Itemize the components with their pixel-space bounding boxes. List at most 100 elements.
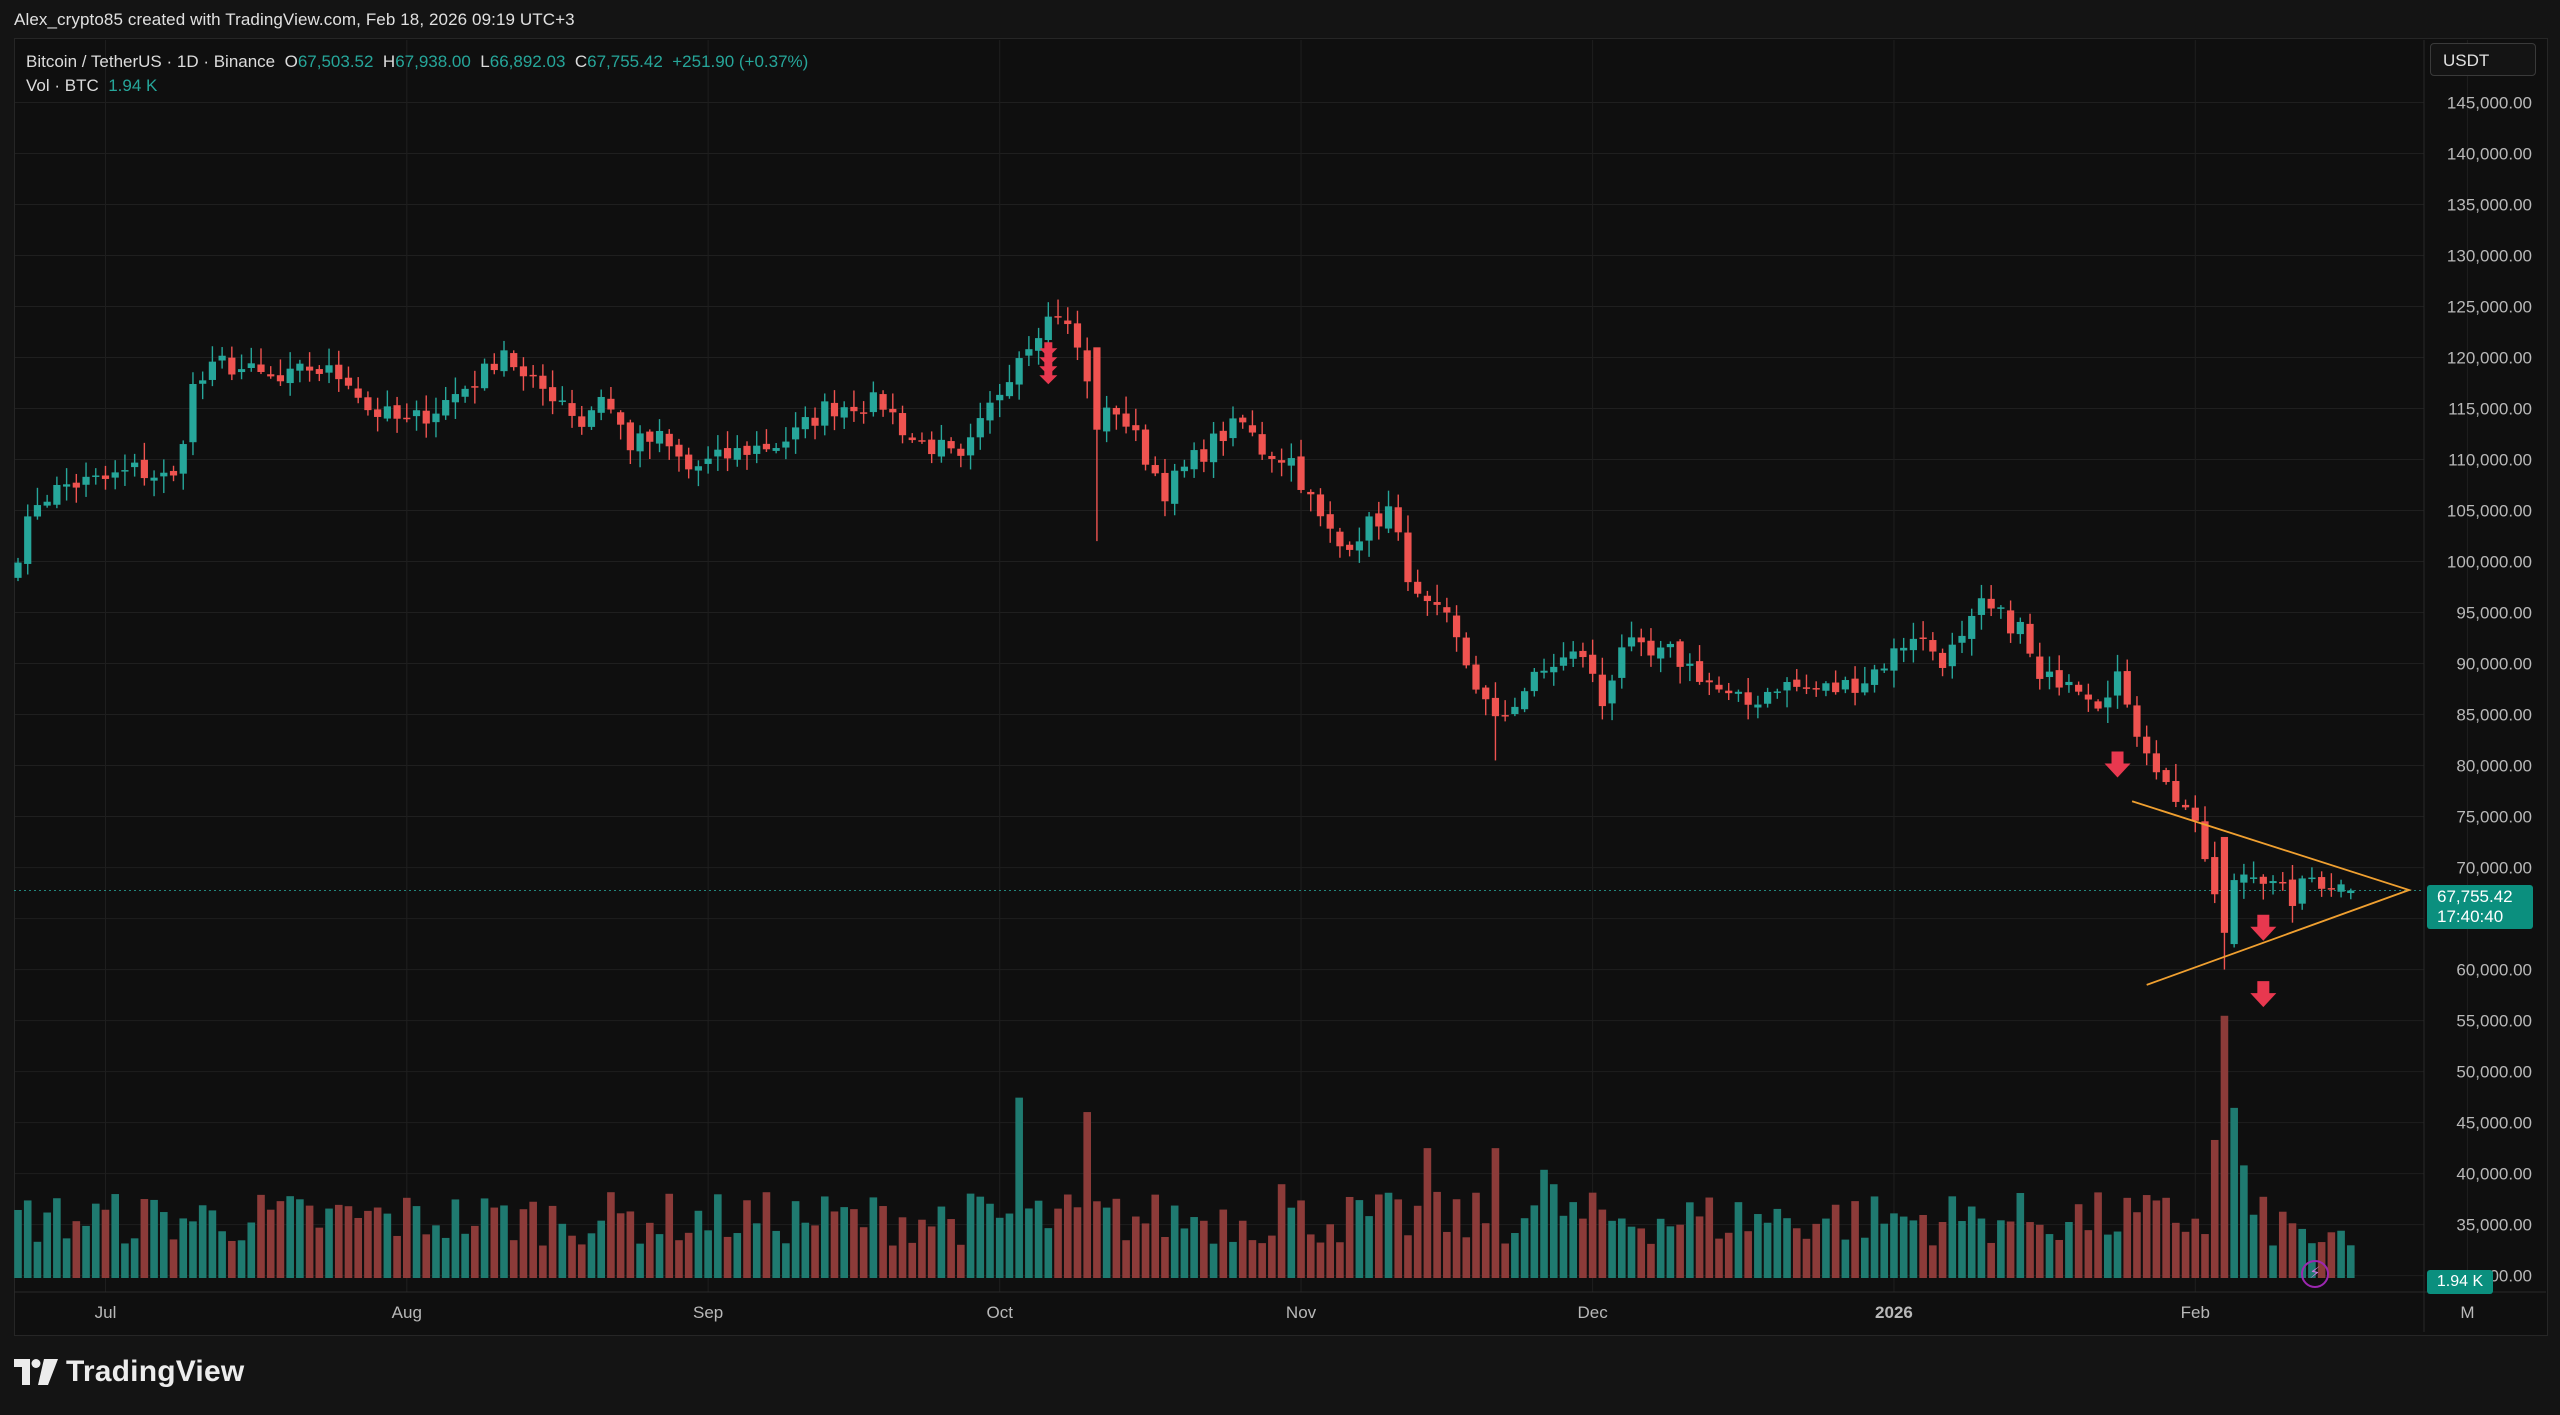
volume-bar xyxy=(1044,1228,1053,1278)
volume-bar xyxy=(1268,1235,1276,1278)
volume-bar xyxy=(1656,1218,1665,1278)
candle-body xyxy=(2075,684,2083,692)
candle-body xyxy=(140,459,148,479)
y-tick-label: 40,000.00 xyxy=(2456,1165,2532,1184)
volume-bar xyxy=(1520,1218,1529,1278)
candle-body xyxy=(2230,880,2238,945)
volume-bar xyxy=(101,1209,110,1278)
symbol-title[interactable]: Bitcoin / TetherUS · 1D · Binance xyxy=(26,52,276,71)
down-arrow-icon xyxy=(2250,981,2277,1008)
volume-bar xyxy=(286,1196,294,1278)
volume-bar xyxy=(675,1240,683,1278)
volume-bar xyxy=(2162,1197,2170,1278)
volume-bar xyxy=(694,1210,703,1278)
candle-body xyxy=(1083,350,1091,382)
volume-bar xyxy=(1744,1231,1752,1278)
volume-bar xyxy=(577,1244,586,1278)
candle-body xyxy=(306,366,314,371)
tradingview-logo[interactable]: TradingView xyxy=(14,1355,244,1389)
candle-body xyxy=(947,441,955,449)
tradingview-logo-text: TradingView xyxy=(66,1355,245,1388)
volume-bar xyxy=(2084,1230,2093,1278)
candle-body xyxy=(539,375,547,389)
candle-body xyxy=(889,408,897,413)
currency-selector[interactable]: USDT xyxy=(2430,43,2536,76)
candle-body xyxy=(422,410,430,424)
volume-bar xyxy=(2074,1204,2083,1278)
volume-bar xyxy=(1695,1216,1704,1278)
candle-body xyxy=(1414,581,1422,594)
volume-bar xyxy=(1384,1192,1393,1278)
volume-bar xyxy=(1569,1202,1577,1278)
volume-bar xyxy=(2026,1222,2034,1278)
volume-bar xyxy=(1306,1234,1315,1278)
volume-bar xyxy=(1258,1243,1266,1278)
candle-body xyxy=(1171,470,1179,504)
volume-bar xyxy=(791,1201,800,1278)
volume-bar xyxy=(752,1223,761,1278)
volume-bar xyxy=(2259,1196,2268,1278)
lightning-icon[interactable]: ⚡ xyxy=(2301,1260,2329,1288)
volume-bar xyxy=(733,1233,742,1278)
volume-bar xyxy=(1899,1216,1908,1278)
volume-bar xyxy=(1608,1220,1616,1278)
candle-body xyxy=(1355,541,1363,551)
volume-bar xyxy=(1491,1148,1500,1278)
candle-body xyxy=(364,397,372,411)
volume-bar xyxy=(1686,1202,1694,1278)
candle-body xyxy=(821,401,829,426)
candle-body xyxy=(1676,641,1684,667)
candle-body xyxy=(626,422,634,451)
volume-bar xyxy=(1987,1242,1995,1278)
candle-body xyxy=(655,430,664,444)
candle-body xyxy=(1734,691,1743,694)
y-tick-label: 110,000.00 xyxy=(2448,451,2532,470)
volume-bar xyxy=(1637,1228,1646,1278)
volume-bar xyxy=(1297,1200,1305,1278)
volume-bar xyxy=(1209,1243,1218,1278)
candle-body xyxy=(1637,637,1645,643)
y-tick-label: 130,000.00 xyxy=(2447,247,2532,266)
candle-body xyxy=(1851,678,1859,693)
candle-body xyxy=(1336,531,1344,547)
volume-bar xyxy=(315,1227,324,1278)
candle-body xyxy=(869,392,877,413)
volume-bar xyxy=(1219,1209,1228,1278)
volume-bar xyxy=(714,1194,722,1278)
volume-bar xyxy=(383,1213,392,1278)
candle-body xyxy=(393,405,401,419)
candle-body xyxy=(500,350,508,372)
candle-body xyxy=(529,374,537,377)
volume-bar xyxy=(509,1240,518,1278)
candle-body xyxy=(1657,647,1665,659)
volume-bar xyxy=(1229,1241,1237,1278)
y-tick-label: 90,000.00 xyxy=(2456,655,2532,674)
volume-bar xyxy=(111,1194,119,1278)
candle-body xyxy=(996,394,1004,401)
volume-bar xyxy=(169,1239,178,1278)
candle-body xyxy=(568,403,576,416)
volume-label[interactable]: Vol · BTC xyxy=(26,76,99,95)
volume-bar xyxy=(1112,1198,1121,1278)
candle-body xyxy=(160,472,168,477)
volume-bar xyxy=(344,1206,353,1278)
candle-body xyxy=(830,402,839,417)
volume-bar xyxy=(1773,1208,1782,1278)
volume-bar xyxy=(2133,1212,2141,1278)
volume-bar xyxy=(2230,1107,2238,1278)
candle-body xyxy=(1482,687,1490,700)
candle-body xyxy=(247,363,255,369)
y-tick-label: 70,000.00 xyxy=(2456,859,2532,878)
volume-bar xyxy=(655,1234,664,1278)
candle-body xyxy=(1870,669,1879,685)
volume-bar xyxy=(2035,1224,2044,1278)
candle-body xyxy=(1948,644,1956,667)
volume-bar xyxy=(1326,1224,1334,1278)
volume-bar xyxy=(772,1230,780,1278)
volume-bar xyxy=(1336,1242,1344,1278)
volume-bar xyxy=(276,1201,285,1278)
y-tick-label: 55,000.00 xyxy=(2456,1012,2532,1031)
candle-body xyxy=(2094,701,2102,709)
